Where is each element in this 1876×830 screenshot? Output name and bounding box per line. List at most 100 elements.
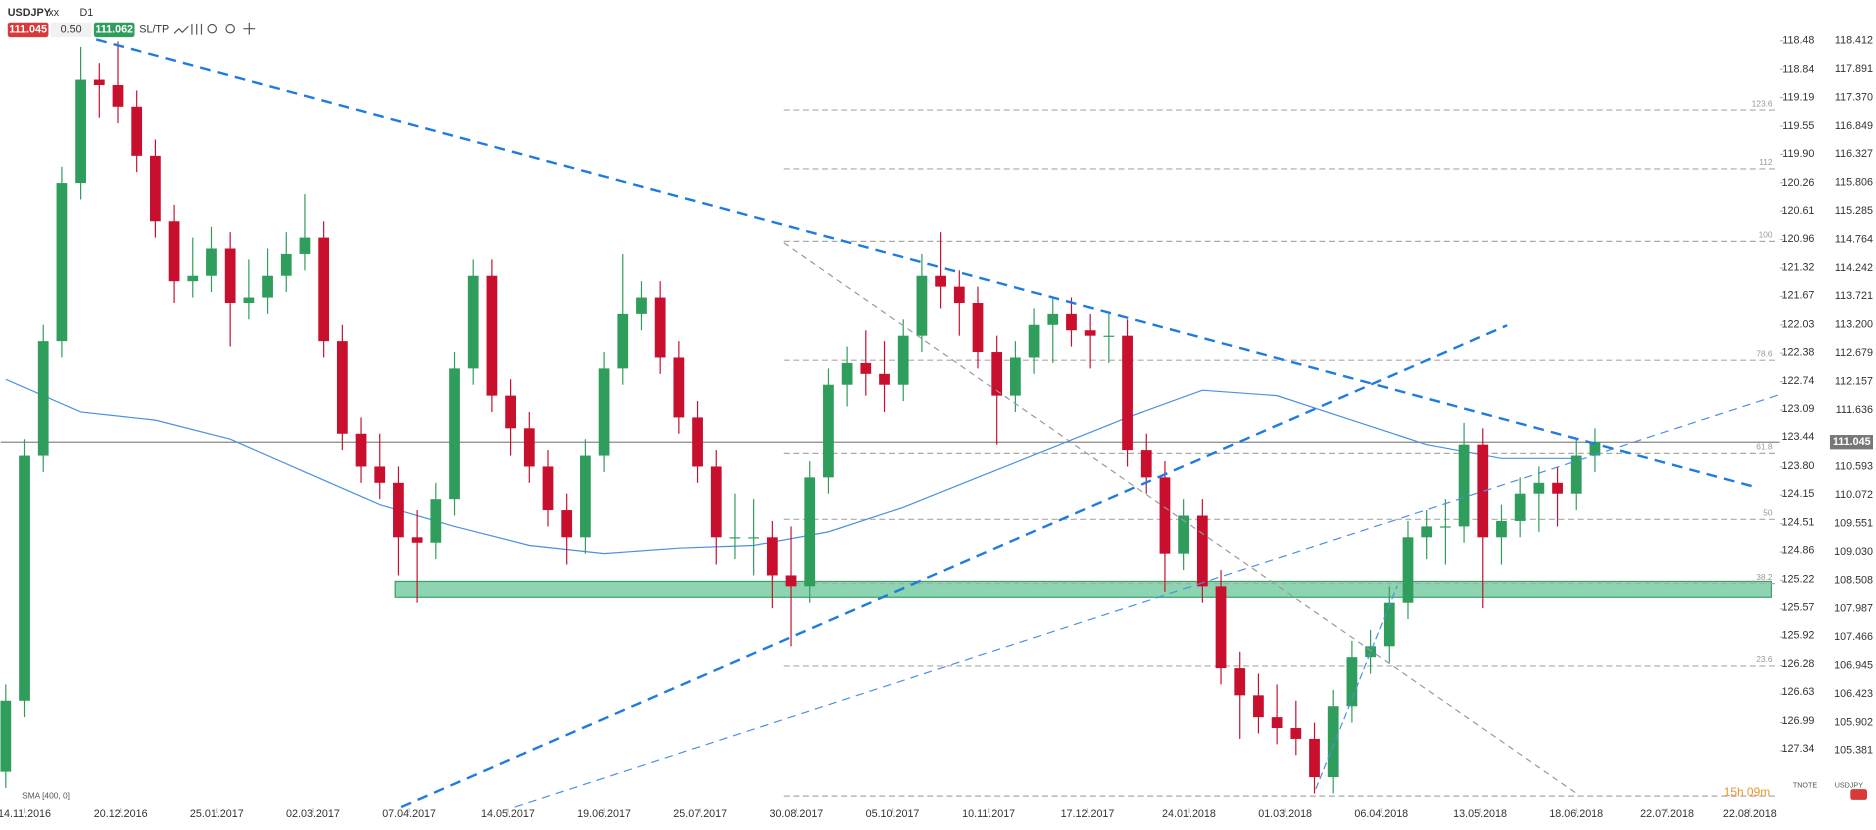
candle-body bbox=[56, 183, 68, 342]
candle-body bbox=[935, 275, 946, 287]
y2-tick-label: 127.34 bbox=[1782, 743, 1815, 755]
fib-label: 123.6 bbox=[1752, 98, 1773, 108]
fib-label: 112 bbox=[1759, 157, 1773, 167]
candle-body bbox=[860, 362, 872, 374]
support-zone bbox=[394, 580, 1772, 598]
candle-body bbox=[505, 395, 516, 429]
candle-body bbox=[393, 482, 404, 538]
sell-price[interactable]: 111.045 bbox=[9, 24, 47, 36]
zoom-in[interactable] bbox=[225, 23, 235, 34]
candle-body bbox=[1309, 738, 1320, 778]
fib-label: 100 bbox=[1759, 230, 1773, 240]
close-button[interactable] bbox=[1850, 789, 1868, 800]
y2-tick-label: 126.28 bbox=[1782, 658, 1815, 670]
candle-body bbox=[1122, 335, 1133, 451]
y-tick-label: 109.551 bbox=[1834, 517, 1873, 529]
candle-body bbox=[37, 341, 49, 456]
candle-body bbox=[168, 221, 180, 282]
candle-body bbox=[1028, 324, 1040, 358]
fib-label: 38.2 bbox=[1756, 572, 1773, 582]
candle-body bbox=[112, 85, 124, 107]
fib-label: 50 bbox=[1763, 508, 1773, 518]
candle-body bbox=[1159, 477, 1171, 554]
y2-tick-label: 125.57 bbox=[1782, 601, 1815, 613]
y-tick-label: 113.200 bbox=[1835, 319, 1873, 331]
candle-body bbox=[1234, 668, 1246, 696]
y-tick-label: 117.370 bbox=[1835, 91, 1873, 103]
candle-body bbox=[1570, 455, 1582, 494]
candle-body bbox=[1421, 526, 1433, 538]
trendline bbox=[514, 393, 1780, 808]
y-tick-label: 107.987 bbox=[1834, 603, 1873, 615]
tool-icon[interactable] bbox=[173, 25, 189, 34]
x-tick-label: 22.08.2018 bbox=[1723, 808, 1777, 820]
x-tick-label: 24.01.2018 bbox=[1162, 808, 1216, 820]
sell-button[interactable] bbox=[7, 22, 49, 38]
y-tick-label: 118.412 bbox=[1835, 35, 1873, 47]
candle-body bbox=[1383, 602, 1395, 647]
candle-body bbox=[879, 373, 890, 385]
y2-tick-label: 121.67 bbox=[1782, 290, 1815, 302]
y-tick-label: 111.636 bbox=[1836, 404, 1873, 416]
candle-body bbox=[598, 368, 610, 456]
buy-price[interactable]: 111.062 bbox=[95, 24, 133, 36]
candle-body bbox=[617, 313, 629, 369]
y2-tick-label: 119.55 bbox=[1782, 120, 1814, 132]
crosshair[interactable] bbox=[243, 22, 256, 35]
y2-tick-label: 123.80 bbox=[1782, 460, 1815, 472]
candle-body bbox=[654, 297, 666, 358]
symbol[interactable]: USDJPY bbox=[8, 7, 51, 19]
timeframe[interactable]: D1 bbox=[80, 7, 94, 19]
y2-tick-label: 125.22 bbox=[1782, 573, 1815, 585]
tool-icon[interactable] bbox=[191, 23, 203, 35]
x-tick-label: 25.07.2017 bbox=[673, 808, 727, 820]
x-tick-label: 25.01.2017 bbox=[190, 808, 244, 820]
x-tick-label: 17.12.2017 bbox=[1061, 808, 1115, 820]
candle-body bbox=[224, 248, 236, 303]
candle-body bbox=[692, 417, 703, 467]
x-tick-label: 18.06.2018 bbox=[1549, 808, 1603, 820]
legend-item: USDJPY bbox=[1835, 781, 1863, 789]
candle-body bbox=[1084, 330, 1096, 336]
candle-body bbox=[1010, 357, 1021, 396]
trendline bbox=[1315, 585, 1398, 790]
candle-body bbox=[523, 428, 535, 467]
x-tick-label: 14.05.2017 bbox=[481, 808, 535, 820]
sltp[interactable]: SL/TP bbox=[139, 24, 169, 36]
candle-body bbox=[710, 466, 722, 538]
candle-body bbox=[131, 106, 143, 156]
y-tick-label: 112.679 bbox=[1835, 347, 1873, 359]
y-tick-label: 116.327 bbox=[1835, 148, 1873, 160]
candle-body bbox=[561, 510, 573, 538]
y2-tick-label: 124.51 bbox=[1782, 517, 1815, 529]
candle-body bbox=[206, 248, 217, 276]
y-tick-label: 106.945 bbox=[1834, 659, 1873, 671]
candle-body bbox=[542, 466, 554, 511]
zoom-out[interactable] bbox=[207, 23, 218, 34]
y2-tick-label: 120.26 bbox=[1782, 177, 1815, 189]
x-tick-label: 19.06.2017 bbox=[577, 808, 631, 820]
candle-body bbox=[1103, 335, 1115, 337]
y2-tick-label: 119.19 bbox=[1782, 91, 1814, 103]
candle-body bbox=[430, 499, 442, 543]
candle-body bbox=[1533, 482, 1545, 494]
y2-tick-label: 122.03 bbox=[1782, 318, 1815, 330]
trendline bbox=[400, 324, 1508, 809]
fib-label: 23.6 bbox=[1756, 654, 1773, 664]
candle-body bbox=[1458, 444, 1470, 527]
x-tick-label: 05.10.2017 bbox=[866, 808, 920, 820]
countdown: 15h 09m bbox=[1724, 785, 1771, 799]
spread: 0.50 bbox=[61, 24, 82, 36]
y2-tick-label: 119.90 bbox=[1782, 148, 1814, 160]
candle-body bbox=[1439, 526, 1451, 528]
y2-tick-label: 120.61 bbox=[1782, 205, 1815, 217]
candle-body bbox=[93, 79, 105, 86]
x-tick-label: 13.05.2018 bbox=[1453, 808, 1507, 820]
candle-body bbox=[449, 368, 460, 500]
candle-body bbox=[243, 297, 255, 303]
candle-body bbox=[187, 275, 199, 282]
candle-body bbox=[1365, 646, 1376, 658]
buy-button[interactable] bbox=[93, 22, 135, 38]
y2-tick-label: 121.32 bbox=[1782, 262, 1815, 274]
